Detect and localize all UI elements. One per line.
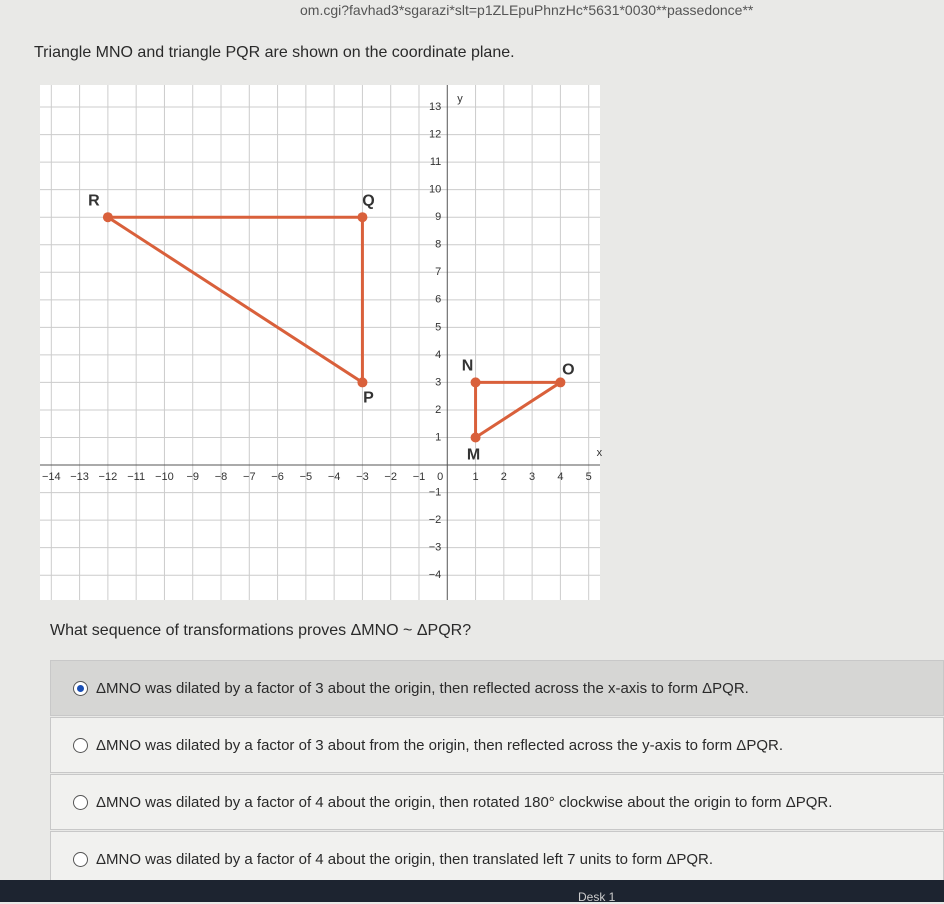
vertex [470,432,481,443]
x-tick-label: −3 [356,471,369,483]
taskbar: Desk 1 [0,880,944,904]
x-tick-label: −11 [127,471,145,483]
x-tick-label: −12 [99,471,118,483]
radio-button[interactable] [73,680,88,696]
triangle-side [107,215,364,384]
y-tick-label: −2 [429,514,442,526]
x-tick-label: −5 [300,471,313,483]
answer-option[interactable]: ΔMNO was dilated by a factor of 4 about … [50,774,944,830]
y-tick-label: 6 [435,294,441,306]
taskbar-label: Desk 1 [578,890,616,904]
option-text: ΔMNO was dilated by a factor of 3 about … [96,736,783,754]
graph-background [40,85,600,600]
url-text: om.cgi?favhad3*sgarazi*slt=p1ZLEpuPhnzHc… [300,2,754,18]
vertex [357,212,368,223]
y-tick-label: 2 [435,404,441,416]
vertex [555,377,566,388]
x-axis-label: x [597,447,603,459]
vertex-label: R [88,192,100,209]
vertex-label: M [467,447,480,464]
vertex-label: N [462,358,474,375]
x-tick-label: −4 [328,471,341,483]
answer-option[interactable]: ΔMNO was dilated by a factor of 4 about … [50,831,944,887]
vertex [357,377,368,388]
x-tick-label: −8 [215,471,228,483]
y-tick-label: 8 [435,239,441,251]
y-tick-label: 10 [429,184,441,196]
x-tick-label: −1 [413,471,426,483]
coordinate-plane: −14 −13 −12 −11 −10 −9 −8 −7 −6 −5 −4 −3 −2 −1 1 2 3 4 5−4… [40,85,603,600]
vertex-label: O [562,362,574,379]
radio-button[interactable] [73,737,88,753]
y-tick-label: 12 [429,128,441,140]
radio-button[interactable] [73,851,88,867]
x-tick-label: −6 [271,471,284,483]
x-tick-label: 3 [529,471,535,483]
vertex [470,377,481,388]
y-tick-label: −1 [429,486,442,498]
option-text: ΔMNO was dilated by a factor of 4 about … [96,793,833,811]
option-text: ΔMNO was dilated by a factor of 3 about … [96,679,749,697]
y-tick-label: 4 [435,349,441,361]
y-tick-label: −4 [429,569,442,581]
x-tick-label: 5 [586,471,592,483]
y-tick-label: 1 [435,431,441,443]
question: Triangle MNO and triangle PQR are shown … [34,44,515,61]
triangle-side [474,381,562,439]
x-tick-label: 2 [501,471,507,483]
x-tick-label: 1 [472,471,478,483]
x-tick-label: −7 [243,471,256,483]
origin-label: 0 [437,471,443,483]
y-tick-label: 11 [430,156,441,168]
prompt: What sequence of transformations proves … [50,622,472,639]
x-tick-label: −10 [155,471,174,483]
answer-option[interactable]: ΔMNO was dilated by a factor of 3 about … [50,717,944,773]
vertex-label: P [363,390,374,407]
y-axis-label: y [457,93,463,105]
y-tick-label: 9 [435,211,441,223]
y-tick-label: 3 [435,376,441,388]
x-tick-label: 4 [557,471,563,483]
y-tick-label: 5 [435,321,441,333]
x-tick-label: −14 [42,471,61,483]
y-tick-label: 13 [429,101,441,113]
answer-option[interactable]: ΔMNO was dilated by a factor of 3 about … [50,660,944,716]
y-tick-label: −3 [429,542,442,554]
radio-button[interactable] [73,794,88,810]
x-tick-label: −13 [70,471,89,483]
x-tick-label: −9 [186,471,199,483]
vertex-label: Q [362,192,374,209]
option-text: ΔMNO was dilated by a factor of 4 about … [96,850,714,868]
x-tick-label: −2 [384,471,397,483]
y-tick-label: 7 [435,266,441,278]
vertex [102,212,113,223]
